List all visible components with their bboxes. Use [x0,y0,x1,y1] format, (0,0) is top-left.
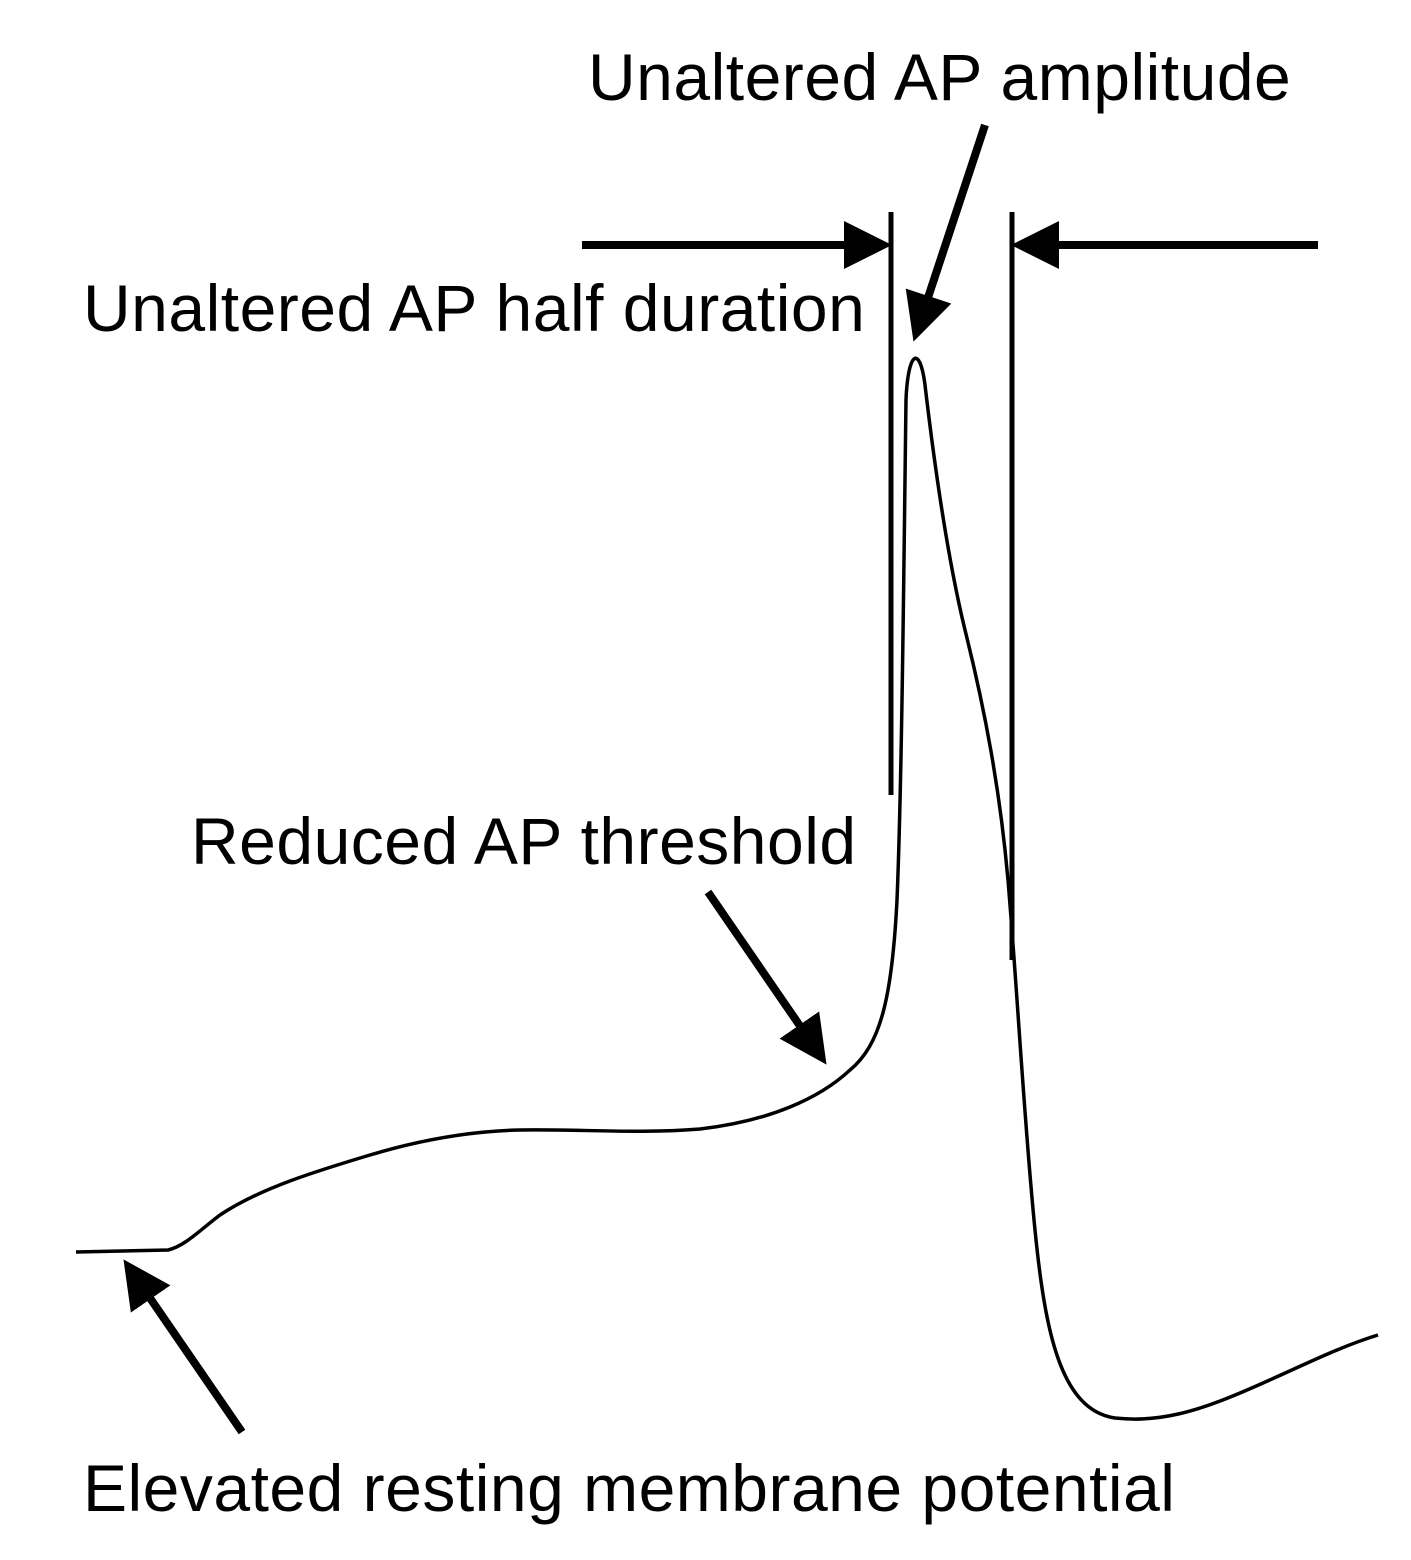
resting-potential-label: Elevated resting membrane potential [83,1451,1176,1525]
threshold-label: Reduced AP threshold [191,804,857,878]
membrane-potential-trace [75,356,1379,1421]
amplitude-arrow [905,123,989,342]
amplitude-label: Unaltered AP amplitude [588,40,1292,114]
resting-potential-arrow [123,1259,246,1435]
threshold-arrow [704,889,827,1065]
half-duration-label: Unaltered AP half duration [83,271,866,345]
